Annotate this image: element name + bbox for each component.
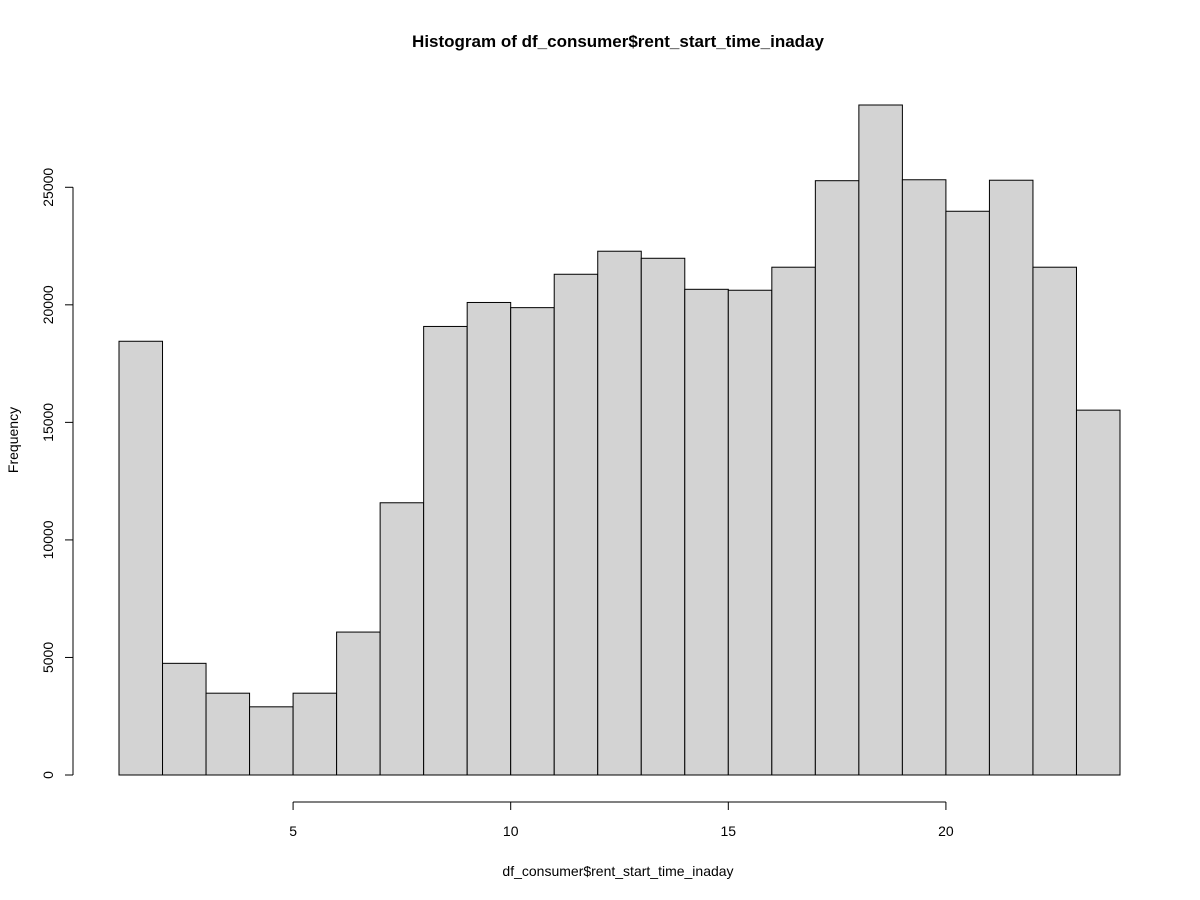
histogram-bar	[945, 210, 990, 776]
histogram-bar	[814, 180, 860, 776]
x-axis-label: df_consumer$rent_start_time_inaday	[502, 863, 733, 879]
y-tick-label: 10000	[40, 520, 56, 559]
x-tick-label: 5	[289, 823, 297, 839]
histogram-bar	[684, 288, 729, 776]
y-tick-label: 5000	[40, 642, 56, 673]
histogram-bar	[423, 325, 468, 776]
histogram-bar	[466, 301, 512, 776]
histogram-bar	[640, 257, 686, 776]
x-tick-label: 10	[503, 823, 519, 839]
histogram-bar	[510, 307, 555, 776]
bars-group	[118, 104, 1121, 776]
histogram-bar	[1032, 266, 1077, 776]
histogram-bar	[988, 179, 1034, 776]
histogram-bar	[1075, 409, 1121, 776]
histogram-bar	[727, 289, 773, 776]
y-tick-label: 25000	[40, 168, 56, 207]
histogram-bar	[771, 266, 816, 776]
histogram-bar	[553, 273, 599, 776]
chart-title: Histogram of df_consumer$rent_start_time…	[412, 32, 824, 51]
y-axis-label: Frequency	[5, 407, 21, 473]
x-tick-label: 20	[938, 823, 954, 839]
histogram-bar	[249, 706, 294, 776]
y-tick-label: 15000	[40, 403, 56, 442]
y-tick-label: 0	[40, 771, 56, 779]
histogram-bar	[205, 692, 251, 776]
histogram-bar	[336, 631, 381, 776]
x-axis: 5 10 15 20	[289, 801, 954, 839]
x-tick-label: 15	[721, 823, 737, 839]
histogram-bar	[162, 662, 207, 776]
histogram-bar	[901, 179, 947, 776]
histogram-bar	[858, 104, 903, 776]
histogram-bar	[597, 250, 642, 776]
y-tick-label: 20000	[40, 285, 56, 324]
histogram-bar	[292, 692, 338, 776]
histogram-bar	[118, 340, 164, 776]
histogram-bar	[379, 502, 425, 776]
y-axis: 0 5000 10000 15000 20000 25000	[40, 168, 74, 779]
